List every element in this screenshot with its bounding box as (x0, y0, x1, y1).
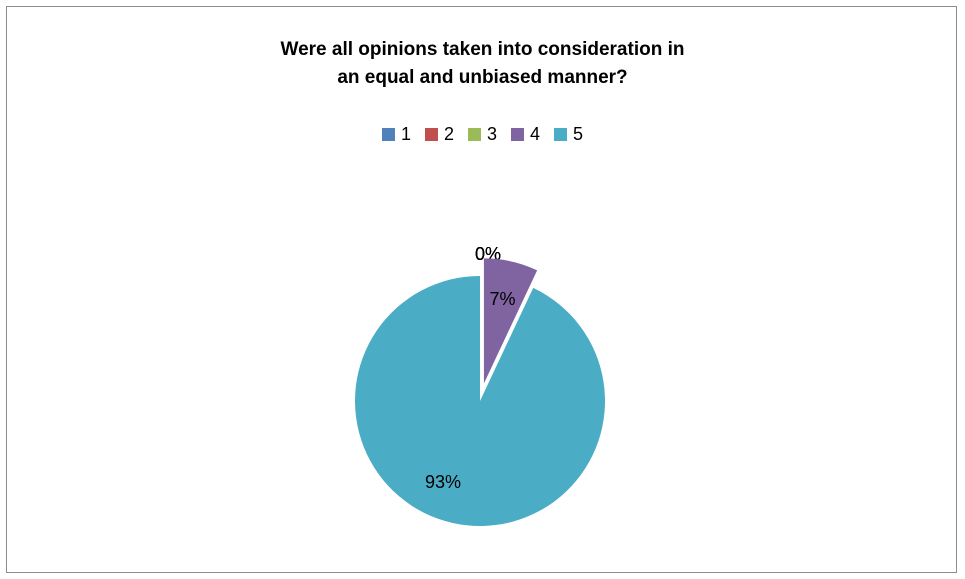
legend-swatch-2 (424, 128, 438, 141)
pie-slice-5 (355, 276, 606, 527)
legend-label-1: 1 (400, 124, 411, 144)
legend-swatch-5 (554, 128, 568, 141)
legend-swatch-1 (381, 128, 395, 141)
pie-slice-4 (483, 258, 538, 384)
legend-item-2: 2 (424, 124, 454, 145)
legend-label-5: 5 (573, 124, 584, 144)
data-label-4: 7% (489, 289, 515, 309)
chart-legend: 1 2 3 4 5 (0, 124, 965, 145)
data-label-2: 0% (475, 244, 501, 264)
chart-title: Were all opinions taken into considerati… (0, 36, 965, 92)
data-label-5: 93% (425, 472, 461, 492)
chart-title-line-1: Were all opinions taken into considerati… (280, 39, 685, 60)
legend-item-5: 5 (554, 124, 583, 145)
data-label-3: 0% (475, 244, 501, 264)
legend-label-3: 3 (486, 124, 497, 144)
legend-label-2: 2 (443, 124, 454, 144)
chart-title-line-2: an equal and unbiased manner? (337, 67, 628, 88)
legend-label-4: 4 (530, 124, 541, 144)
legend-swatch-3 (467, 128, 481, 141)
legend-item-1: 1 (381, 124, 411, 145)
legend-item-3: 3 (467, 124, 497, 145)
data-label-1: 0% (475, 244, 501, 264)
legend-swatch-4 (511, 128, 524, 141)
legend-item-4: 4 (511, 124, 540, 145)
